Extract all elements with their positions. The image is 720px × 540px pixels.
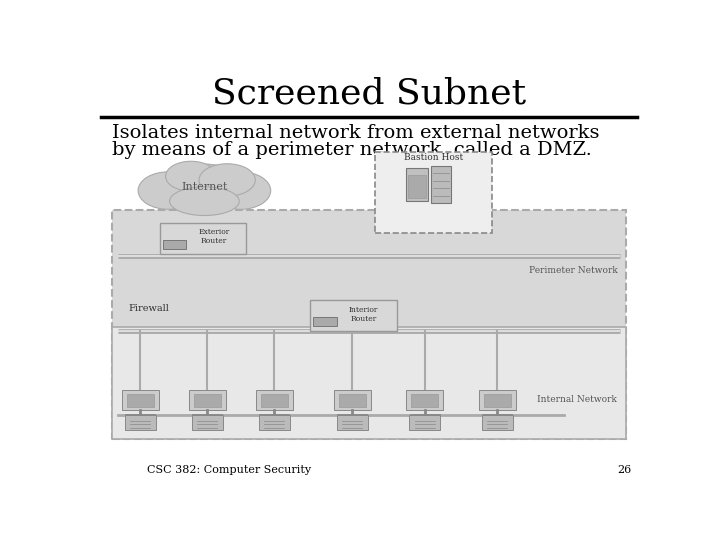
FancyBboxPatch shape	[256, 390, 292, 410]
FancyBboxPatch shape	[160, 223, 246, 254]
FancyBboxPatch shape	[411, 394, 438, 407]
Text: 26: 26	[617, 465, 631, 475]
Text: Internal Network: Internal Network	[537, 395, 617, 404]
Ellipse shape	[138, 172, 199, 210]
FancyBboxPatch shape	[484, 394, 510, 407]
Text: Exterior
Router: Exterior Router	[198, 228, 230, 245]
FancyBboxPatch shape	[374, 152, 492, 233]
FancyBboxPatch shape	[406, 390, 444, 410]
FancyBboxPatch shape	[112, 327, 626, 439]
FancyBboxPatch shape	[127, 394, 153, 407]
Text: Perimeter Network: Perimeter Network	[528, 266, 617, 275]
Ellipse shape	[210, 172, 271, 210]
FancyBboxPatch shape	[406, 168, 428, 201]
FancyBboxPatch shape	[189, 390, 225, 410]
Text: Isolates internal network from external networks: Isolates internal network from external …	[112, 124, 600, 143]
FancyBboxPatch shape	[334, 390, 371, 410]
Text: by means of a perimeter network, called a DMZ.: by means of a perimeter network, called …	[112, 141, 592, 159]
FancyBboxPatch shape	[258, 415, 289, 430]
Ellipse shape	[166, 161, 217, 191]
Ellipse shape	[199, 164, 256, 196]
FancyBboxPatch shape	[310, 300, 397, 331]
Text: Firewall: Firewall	[128, 303, 168, 313]
FancyBboxPatch shape	[408, 176, 426, 198]
FancyBboxPatch shape	[337, 415, 368, 430]
FancyBboxPatch shape	[409, 415, 441, 430]
Text: Internet: Internet	[181, 183, 228, 192]
Ellipse shape	[164, 164, 245, 211]
Text: Screened Subnet: Screened Subnet	[212, 77, 526, 111]
Text: CSC 382: Computer Security: CSC 382: Computer Security	[148, 465, 312, 475]
FancyBboxPatch shape	[192, 415, 222, 430]
FancyBboxPatch shape	[194, 394, 220, 407]
FancyBboxPatch shape	[313, 317, 337, 326]
Text: Interior
Router: Interior Router	[348, 306, 378, 323]
FancyBboxPatch shape	[125, 415, 156, 430]
FancyBboxPatch shape	[261, 394, 287, 407]
Text: Bastion Host: Bastion Host	[403, 153, 463, 161]
FancyBboxPatch shape	[163, 240, 186, 249]
Ellipse shape	[170, 187, 239, 215]
FancyBboxPatch shape	[479, 390, 516, 410]
FancyBboxPatch shape	[482, 415, 513, 430]
FancyBboxPatch shape	[122, 390, 158, 410]
FancyBboxPatch shape	[431, 166, 451, 203]
FancyBboxPatch shape	[339, 394, 366, 407]
FancyBboxPatch shape	[112, 210, 626, 439]
